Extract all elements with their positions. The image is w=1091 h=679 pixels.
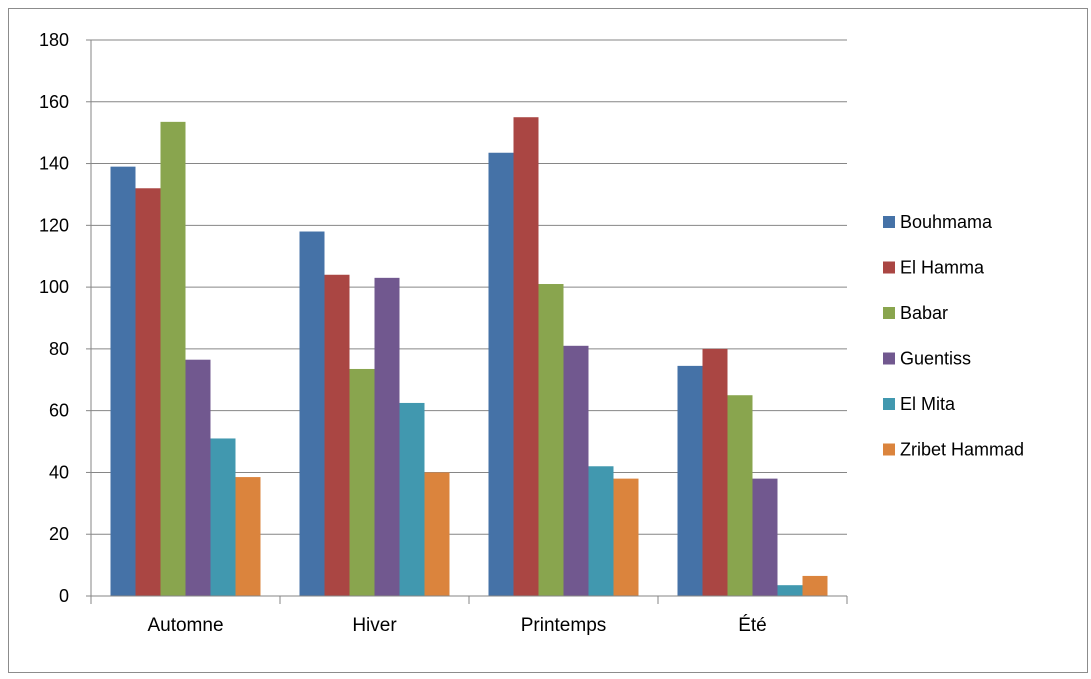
legend-swatch — [883, 307, 895, 319]
y-tick-label: 20 — [49, 524, 69, 544]
bar-guentiss-3 — [752, 478, 778, 596]
bar-guentiss-1 — [374, 277, 400, 596]
bar-el-hamma-3 — [702, 348, 728, 596]
y-tick-label: 60 — [49, 401, 69, 421]
y-tick-label: 100 — [39, 277, 69, 297]
bar-el-hamma-1 — [324, 274, 350, 596]
y-tick-label: 40 — [49, 462, 69, 482]
legend-swatch — [883, 443, 895, 456]
bar-guentiss-2 — [563, 345, 589, 596]
bar-zribet-hammad-1 — [424, 472, 450, 596]
y-tick-label: 120 — [39, 215, 69, 235]
legend-label: Zribet Hammad — [900, 440, 1024, 460]
y-tick-label: 140 — [39, 154, 69, 174]
y-tick-label: 80 — [49, 339, 69, 359]
bar-chart: 0 20 40 60 80 100 120 140 160 180 Automne Hiver Pri… — [39, 30, 1024, 636]
bar-zribet-hammad-3 — [802, 575, 828, 596]
legend-label: El Hamma — [900, 258, 985, 278]
bar-babar-0 — [160, 121, 186, 596]
bar-el-mita-2 — [588, 466, 614, 596]
x-tick-label: Printemps — [521, 615, 607, 636]
bar-bouhmama-0 — [110, 166, 136, 596]
x-tick-label: Été — [738, 615, 767, 636]
bar-el-mita-0 — [210, 438, 236, 596]
bar-bouhmama-1 — [299, 231, 325, 596]
legend: Bouhmama El Hamma Babar Guentiss El Mita Zrib… — [883, 212, 1024, 460]
legend-label: Guentiss — [900, 349, 971, 369]
bars — [110, 117, 828, 596]
x-tick-label: Automne — [147, 615, 223, 636]
y-tick-label: 160 — [39, 92, 69, 112]
y-tick-label: 0 — [59, 586, 69, 606]
chart-frame: 0 20 40 60 80 100 120 140 160 180 Automne Hiver Pri… — [8, 8, 1088, 673]
legend-swatch — [883, 352, 895, 365]
bar-el-hamma-0 — [135, 188, 161, 596]
bar-el-hamma-2 — [513, 117, 539, 596]
bar-bouhmama-3 — [677, 365, 703, 596]
x-axis: Automne Hiver Printemps Été — [90, 595, 848, 636]
legend-label: El Mita — [900, 394, 956, 414]
bar-zribet-hammad-2 — [613, 478, 639, 596]
bar-babar-3 — [727, 395, 753, 596]
bar-bouhmama-2 — [488, 152, 514, 596]
legend-label: Bouhmama — [900, 212, 993, 232]
bar-guentiss-0 — [185, 359, 211, 596]
legend-swatch — [883, 216, 895, 228]
y-tick-label: 180 — [39, 30, 69, 50]
bar-babar-2 — [538, 284, 564, 596]
x-tick-label: Hiver — [352, 615, 397, 636]
legend-label: Babar — [900, 303, 948, 323]
bar-zribet-hammad-0 — [235, 477, 261, 596]
legend-swatch — [883, 261, 895, 274]
legend-swatch — [883, 398, 895, 410]
y-axis: 0 20 40 60 80 100 120 140 160 180 — [39, 30, 92, 606]
bar-el-mita-3 — [777, 585, 803, 596]
bar-babar-1 — [349, 368, 375, 596]
bar-el-mita-1 — [399, 402, 425, 596]
